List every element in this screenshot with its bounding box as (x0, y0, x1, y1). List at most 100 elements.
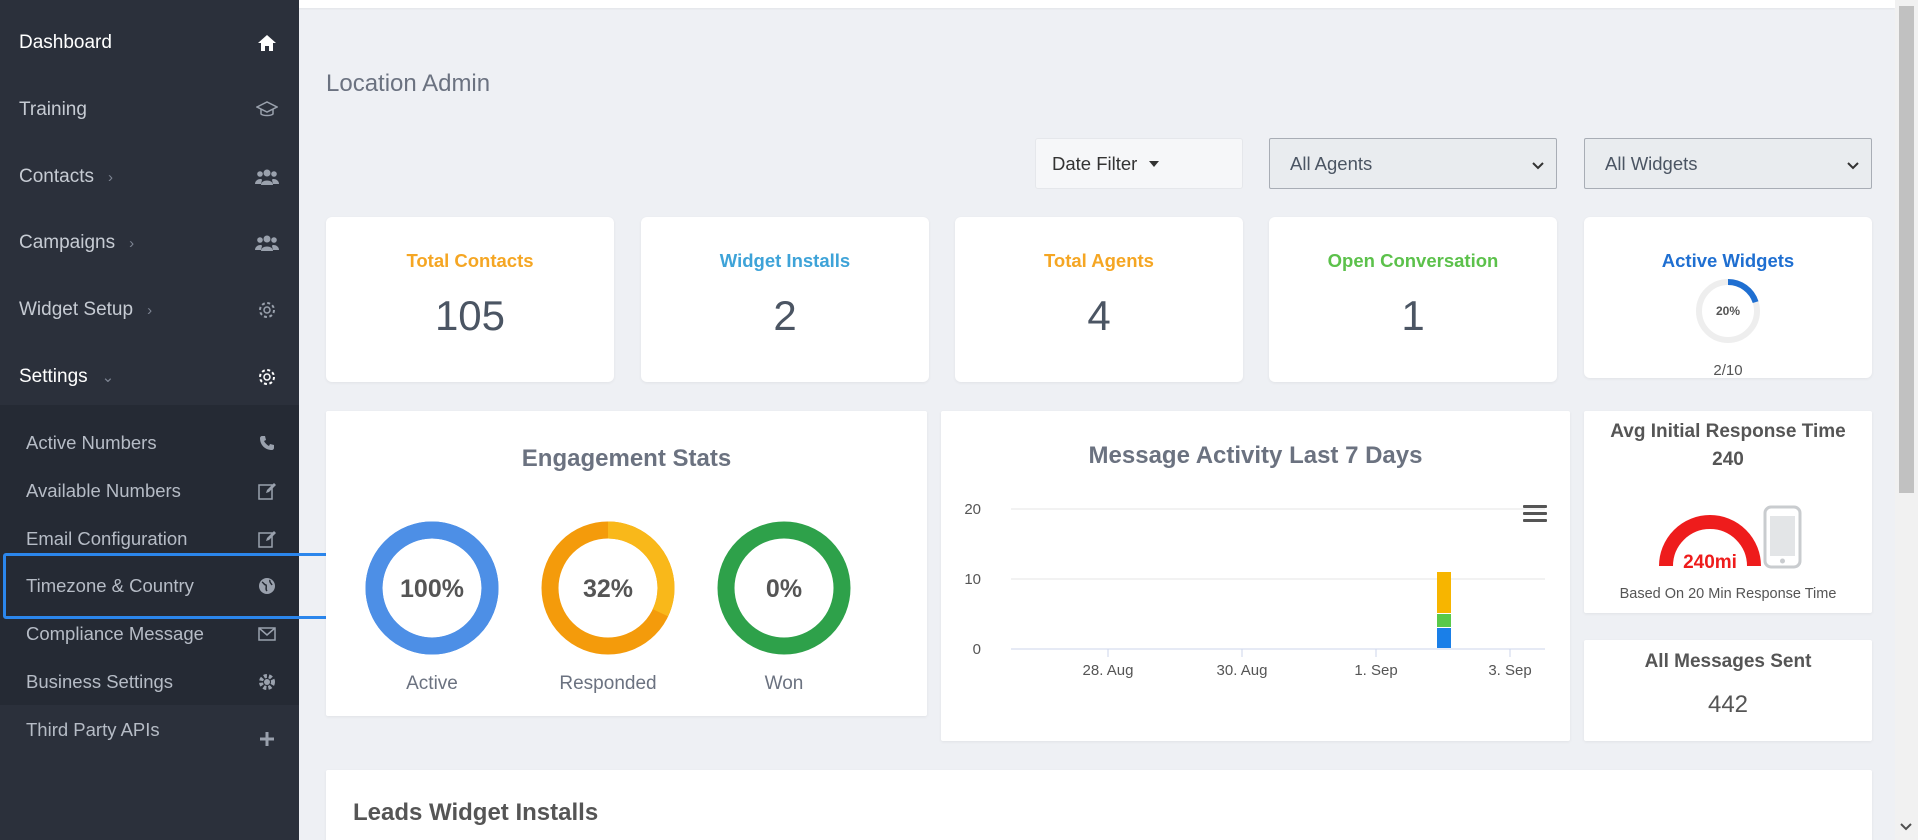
donut-active: 100% Active (362, 518, 502, 695)
submenu-item-third-party-apis[interactable]: Third Party APIs (0, 705, 299, 755)
submenu-item-available-numbers[interactable]: Available Numbers (0, 470, 299, 512)
bar-segment (1437, 572, 1451, 613)
submenu-item-email-configuration[interactable]: Email Configuration (0, 518, 299, 560)
x-tick-label: 3. Sep (1488, 662, 1531, 679)
edit-icon (255, 527, 279, 551)
gear-icon (255, 298, 279, 322)
submenu-item-business-settings[interactable]: Business Settings (0, 661, 299, 703)
chevron-down-icon: ⌄ (101, 369, 115, 386)
donut-label: Responded (559, 673, 657, 694)
donut-value: 100% (400, 575, 464, 603)
donut-won: 0% Won (714, 518, 854, 695)
scrollbar-track[interactable] (1895, 0, 1918, 840)
agents-select[interactable]: All Agents (1269, 138, 1557, 189)
gauge-label: 240mi (1683, 552, 1737, 573)
widgets-select[interactable]: All Widgets (1584, 138, 1872, 189)
donut-chart: 32% (541, 521, 675, 655)
bar-segment (1437, 628, 1451, 648)
stat-value: 1 (1401, 292, 1425, 339)
gauge-arc (1659, 515, 1761, 567)
panel-title: Engagement Stats (521, 445, 732, 472)
donut-chart: 0% (717, 521, 851, 655)
y-tick-label: 20 (964, 501, 981, 518)
x-tick-label: 30. Aug (1217, 662, 1268, 679)
cog-icon (255, 670, 279, 694)
submenu-item-label: Active Numbers (26, 432, 157, 453)
donut-fill (541, 521, 675, 655)
submenu-item-timezone-country[interactable]: Timezone & Country (0, 565, 299, 607)
donut-value: 0% (766, 575, 802, 603)
chart-menu-icon[interactable] (1523, 505, 1547, 522)
stat-value: 105 (434, 292, 506, 339)
sidebar-item-widget-setup[interactable]: Widget Setup › (0, 287, 299, 333)
chart-title: Message Activity Last 7 Days (1088, 442, 1423, 469)
scroll-down-icon[interactable] (1900, 818, 1912, 836)
graduation-cap-icon (255, 98, 279, 122)
page-title: Location Admin (326, 70, 491, 97)
bar-segment (1437, 614, 1451, 627)
submenu-item-label: Available Numbers (26, 480, 181, 501)
sidebar-item-label: Settings (19, 366, 88, 387)
widgets-select-value: All Widgets (1605, 152, 1698, 174)
chevron-down-icon (1847, 153, 1859, 175)
message-activity-panel: Message Activity Last 7 Days 0 10 20 28. Au… (941, 411, 1570, 741)
stat-card-total-agents: Total Agents 4 (955, 217, 1243, 382)
submenu-item-active-numbers[interactable]: Active Numbers (0, 422, 299, 464)
response-time-footnote: Based On 20 Min Response Time (1619, 586, 1837, 602)
third-party-section: Third Party APIs (0, 705, 299, 768)
scrollbar-thumb[interactable] (1899, 6, 1914, 493)
edit-icon (255, 479, 279, 503)
submenu-item-label: Third Party APIs (26, 719, 160, 740)
submenu-item-compliance-message[interactable]: Compliance Message (0, 613, 299, 655)
leads-widget-installs-panel: Leads Widget Installs (326, 770, 1872, 840)
sidebar-item-label: Contacts (19, 166, 94, 187)
stat-title: Widget Installs (719, 250, 851, 271)
stat-card-widget-installs: Widget Installs 2 (641, 217, 929, 382)
submenu-item-label: Email Configuration (26, 528, 188, 549)
date-filter-button[interactable]: Date Filter (1035, 138, 1243, 189)
panel-title: Avg Initial Response Time (1610, 421, 1846, 442)
x-tick-label: 28. Aug (1083, 662, 1134, 679)
sidebar-item-label: Dashboard (19, 32, 112, 53)
stat-card-total-contacts: Total Contacts 105 (326, 217, 614, 382)
sidebar-item-contacts[interactable]: Contacts › (0, 154, 299, 200)
chevron-right-icon: › (147, 301, 153, 319)
top-bar (299, 0, 1895, 8)
sidebar-item-campaigns[interactable]: Campaigns › (0, 220, 299, 266)
ring-percent: 20% (1716, 304, 1740, 318)
active-widgets-ratio: 2/10 (1713, 362, 1743, 379)
stat-title: Open Conversation (1327, 250, 1499, 271)
sidebar-item-label: Training (19, 99, 87, 120)
sidebar-item-training[interactable]: Training (0, 87, 299, 133)
stat-title: Total Contacts (406, 250, 534, 271)
envelope-icon (255, 622, 279, 646)
y-tick-label: 0 (973, 641, 981, 658)
chevron-right-icon: › (107, 168, 113, 186)
donut-label: Active (406, 673, 458, 694)
messages-sent-value: 442 (1707, 691, 1749, 718)
globe-icon (255, 574, 279, 598)
sidebar-item-dashboard[interactable]: Dashboard (0, 20, 299, 66)
donut-chart: 100% (365, 521, 499, 655)
stat-value: 4 (1087, 292, 1111, 339)
y-tick-label: 10 (964, 571, 981, 588)
submenu-item-label: Compliance Message (26, 623, 204, 644)
users-icon (255, 165, 279, 189)
panel-title: All Messages Sent (1644, 651, 1812, 672)
sidebar-item-label: Widget Setup (19, 299, 134, 320)
donut-track (717, 521, 851, 655)
mobile-phone-icon (1763, 505, 1802, 569)
agents-select-value: All Agents (1290, 152, 1373, 174)
gear-icon (255, 365, 279, 389)
users-icon (255, 231, 279, 255)
donut-fill (365, 521, 499, 655)
stat-title: Active Widgets (1661, 250, 1795, 271)
date-filter-label: Date Filter (1052, 152, 1138, 174)
response-time-value: 240 (1712, 449, 1744, 470)
sidebar-item-settings[interactable]: Settings ⌄ (0, 354, 299, 400)
stat-card-active-widgets: Active Widgets 20% 2/10 (1584, 217, 1872, 379)
stat-title: Total Agents (1044, 250, 1154, 271)
avg-response-time-panel: Avg Initial Response Time 240 240mi Base… (1584, 411, 1872, 613)
donut-label: Won (764, 673, 804, 694)
message-activity-chart: 0 10 20 28. Aug 30. Aug 1. Sep 3. Sep (964, 501, 1545, 679)
